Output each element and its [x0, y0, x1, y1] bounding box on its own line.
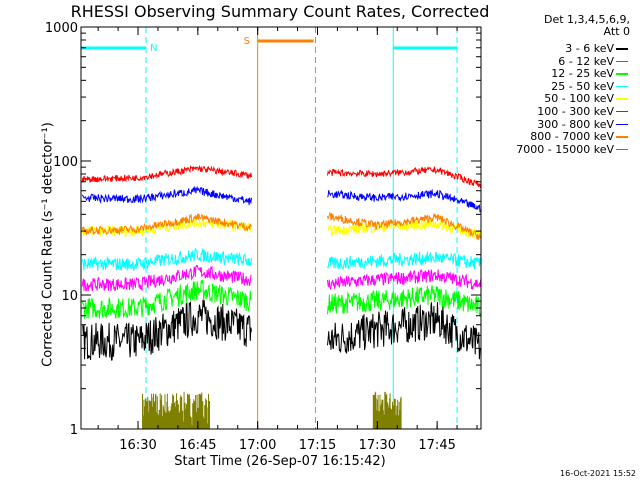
- legend-swatch: [616, 85, 628, 88]
- legend-swatch: [616, 48, 628, 50]
- x-tick-label: 17:15: [299, 438, 336, 453]
- chart-title: RHESSI Observing Summary Count Rates, Co…: [70, 2, 490, 21]
- legend-label: 3 - 6 keV: [565, 42, 614, 55]
- series-line-7000-15000-kev: [372, 391, 402, 429]
- legend-entry: 100 - 300 keV: [486, 105, 636, 118]
- series-line-3-6kev: [82, 299, 252, 361]
- series-line-3-6kev: [327, 302, 482, 360]
- legend-entry: 3 - 6 keV: [486, 42, 636, 55]
- y-tick-label: 100: [53, 155, 78, 170]
- x-tick-label: 17:30: [359, 438, 396, 453]
- series-line-300-800kev: [81, 185, 252, 206]
- series-line-800-7000kev: [81, 213, 252, 236]
- series-line-25-50kev: [327, 251, 482, 272]
- timestamp: 16-Oct-2021 15:52: [560, 469, 636, 478]
- legend-entry: 12 - 25 keV: [486, 67, 636, 80]
- legend-swatch: [616, 148, 628, 151]
- legend-swatch: [616, 73, 628, 75]
- legend-entry: 300 - 800 keV: [486, 118, 636, 131]
- y-tick-label: 1000: [45, 21, 78, 36]
- legend-label: 25 - 50 keV: [551, 79, 614, 93]
- detector-line-1: Det 1,3,4,5,6,9,: [543, 13, 630, 26]
- legend-entry: 50 - 100 keV: [486, 92, 636, 105]
- series-line-6-12kev: [327, 269, 482, 291]
- x-tick-label: 17:45: [418, 438, 455, 453]
- legend-label: 7000 - 15000 keV: [516, 142, 614, 156]
- x-axis-label: Start Time (26-Sep-07 16:15:42): [174, 454, 386, 469]
- series-line-100-300kev: [327, 166, 482, 188]
- legend-entry: 800 - 7000 keV: [486, 130, 636, 143]
- legend-swatch: [616, 136, 628, 138]
- series-line-100-300kev: [81, 164, 252, 183]
- y-tick-label: 1: [70, 423, 78, 438]
- legend-label: 12 - 25 keV: [551, 67, 614, 81]
- plot-frame: [80, 26, 482, 430]
- legend-label: 50 - 100 keV: [544, 92, 614, 106]
- series-line-25-50kev: [81, 247, 252, 271]
- legend-swatch: [616, 98, 628, 100]
- y-axis-label: Corrected Count Rate (s⁻¹ detector⁻¹): [40, 122, 56, 367]
- x-tick-label: 16:45: [179, 438, 216, 453]
- y-tick-label: 10: [61, 289, 78, 304]
- series-line-800-7000kev: [327, 211, 482, 240]
- legend-swatch: [616, 60, 628, 63]
- legend-swatch: [616, 123, 628, 126]
- legend-label: 300 - 800 keV: [537, 117, 614, 131]
- legend-label: 6 - 12 keV: [558, 54, 614, 68]
- axis-ticks: 16:30 16:45 17:00 17:15 17:30 17:45 1 10 100 1000: [45, 21, 481, 453]
- legend-swatch: [616, 110, 628, 113]
- legend-entry: 6 - 12 keV: [486, 55, 636, 68]
- legend-label: 800 - 7000 keV: [530, 130, 614, 144]
- series-line-50-100kev: [327, 218, 482, 240]
- series-line-300-800kev: [327, 188, 481, 213]
- legend-entry: 7000 - 15000 keV: [486, 143, 636, 156]
- series-line-12-25kev: [327, 284, 482, 317]
- detector-info: Det 1,3,4,5,6,9, Att 0: [544, 14, 630, 38]
- legend-entry: 25 - 50 keV: [486, 80, 636, 93]
- x-tick-label: 16:30: [119, 438, 156, 453]
- night-flag-label: N: [150, 43, 157, 54]
- legend-label: 100 - 300 keV: [537, 104, 614, 118]
- detector-line-2: Att 0: [603, 25, 630, 38]
- series-line-7000-15000-kev: [142, 391, 210, 429]
- saa-flag-label: S: [244, 36, 250, 47]
- x-tick-label: 17:00: [239, 438, 276, 453]
- series-lines: [81, 164, 482, 429]
- series-line-12-25kev: [81, 278, 252, 319]
- series-line-6-12kev: [81, 264, 252, 292]
- legend: 3 - 6 keV 6 - 12 keV 12 - 25 keV 25 - 50 ke…: [486, 42, 636, 156]
